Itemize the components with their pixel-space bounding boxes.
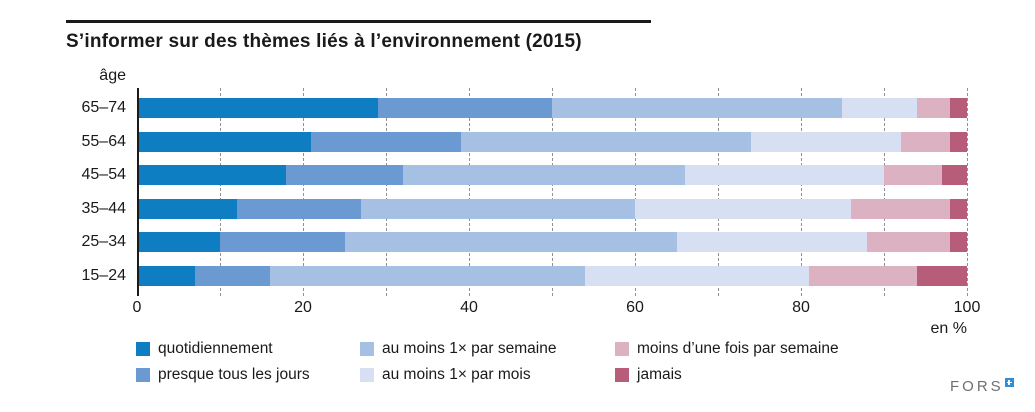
bar-segment [311,131,461,152]
bar-segment [684,165,884,185]
bar-segment [883,165,943,185]
plot-area: 65–74 55–64 45–54 35–44 25–34 15–24 [82,88,968,296]
title-rule [66,20,651,23]
fors-logo: FORS [950,378,1014,395]
y-axis-label: 15–24 [81,266,127,284]
x-axis-tick-label: 60 [626,299,644,316]
bar-row [137,232,967,252]
legend-swatch [615,368,629,382]
y-axis-label: 25–34 [81,233,127,250]
y-axis-label: 55–64 [81,132,127,150]
bar-segment [842,98,918,118]
bar-segment [751,131,901,152]
x-axis-tick-label: 0 [132,299,142,316]
bar-segment [917,98,951,118]
legend-item: quotidiennement [136,340,273,357]
bar-segment [269,265,586,286]
legend-label: au moins 1× par mois [382,366,531,383]
bar-segment [850,198,951,219]
legend-label: jamais [637,366,682,383]
gridline [635,88,636,296]
gridline [220,88,221,296]
gridline [303,88,304,296]
bar-segment [137,198,237,219]
chart-title: S’informer sur des thèmes liés à l’envir… [66,31,582,52]
bar-segment [900,131,951,152]
y-axis-label: 35–44 [81,199,127,217]
bar-segment [137,165,287,185]
bar-segment [236,198,362,219]
gridline [967,88,968,296]
gridline [552,88,553,296]
gridline [884,88,885,296]
legend-label: presque tous les jours [158,366,310,383]
gridline [801,88,802,296]
legend-swatch [360,342,374,356]
bar-segment [809,265,918,286]
bar-segment [377,98,552,118]
bar-row [137,165,967,185]
bar-segment [137,265,196,286]
fors-logo-badge-icon [1004,378,1014,387]
gridline [386,88,387,296]
legend-label: moins d’une fois par semaine [637,340,839,357]
bar-segment [950,131,967,152]
bar-segment [402,165,685,185]
bar-segment [137,131,312,152]
legend-swatch [136,342,150,356]
y-axis-label: 45–54 [81,166,127,183]
y-axis-label: 65–74 [81,99,127,116]
legend-label: au moins 1× par semaine [382,340,557,357]
bar-segment [867,232,951,252]
x-axis-tick-label: 40 [460,299,478,316]
bar-segment [942,165,967,185]
bar-segment [361,198,635,219]
legend-item: moins d’une fois par semaine [615,340,839,357]
bar-segment [344,232,677,252]
bar-row [137,98,967,118]
bar-segment [917,265,967,286]
y-axis-header: âge [99,67,126,84]
x-axis-tick-label: 100 [953,299,981,316]
gridline [718,88,719,296]
x-axis: 0 20 40 60 80 100 [133,299,981,319]
x-axis-tick-label: 20 [294,299,312,316]
gridline [469,88,470,296]
fors-logo-text: FORS [950,378,1004,395]
bar-segment [551,98,843,118]
bar-segment [137,98,378,118]
bar-segment [460,131,752,152]
bar-row [137,265,967,286]
y-axis-line [137,88,139,296]
bar-row [137,198,967,219]
bar-segment [634,198,851,219]
legend-item: au moins 1× par mois [360,366,531,383]
legend-swatch [136,368,150,382]
bar-row [137,131,967,152]
legend-swatch [615,342,629,356]
bar-segment [286,165,403,185]
bar-segment [137,232,220,252]
bar-segment [950,232,967,252]
legend-swatch [360,368,374,382]
bar-segment [220,232,345,252]
bar-segment [950,98,967,118]
bar-segment [585,265,810,286]
bar-segment [195,265,270,286]
legend-item: presque tous les jours [136,366,310,383]
bar-segment [950,198,967,219]
legend-item: au moins 1× par semaine [360,340,557,357]
bar-segment [676,232,868,252]
legend-item: jamais [615,366,682,383]
legend-label: quotidiennement [158,340,273,357]
x-axis-unit-label: en % [930,320,967,337]
x-axis-tick-label: 80 [792,299,810,316]
